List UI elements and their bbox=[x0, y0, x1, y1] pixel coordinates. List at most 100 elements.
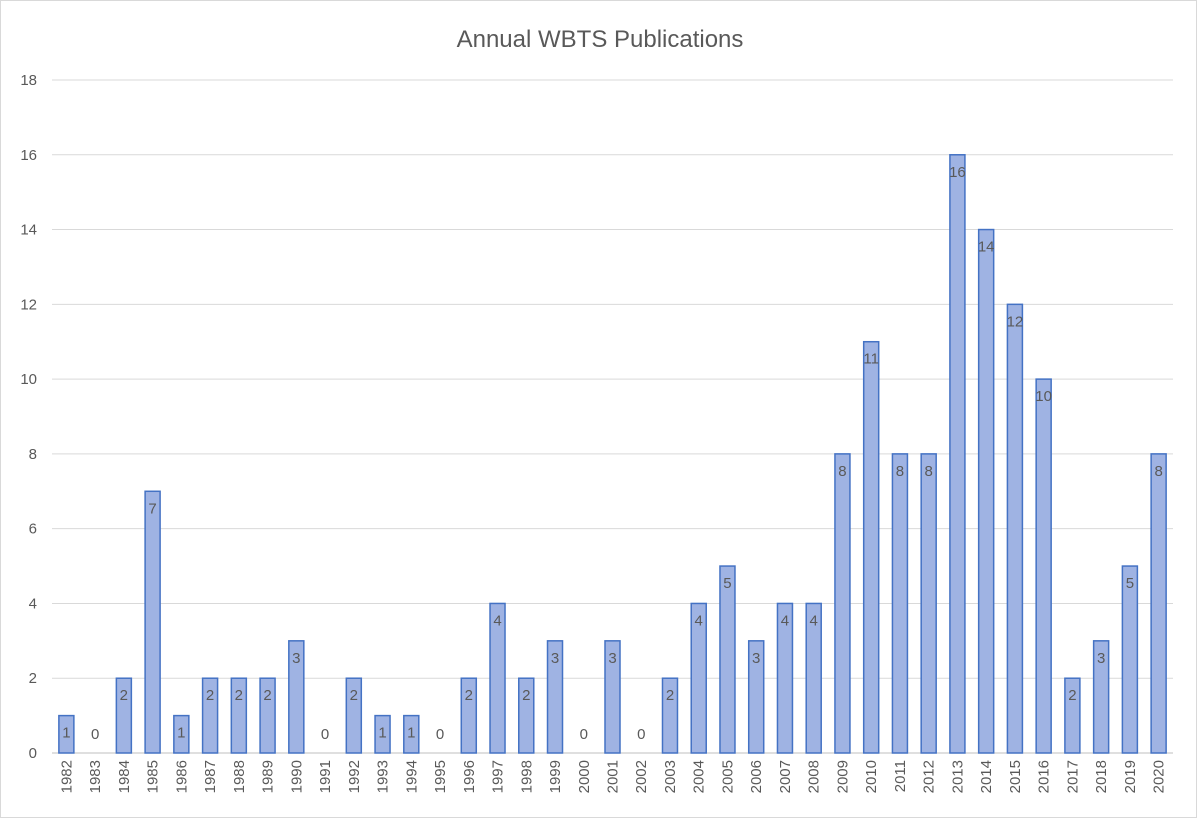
x-tick-label: 1993 bbox=[375, 760, 392, 793]
bar bbox=[920, 453, 937, 754]
bar bbox=[546, 640, 564, 754]
x-tick-label: 1994 bbox=[403, 760, 420, 793]
x-tick-label: 2014 bbox=[978, 760, 995, 793]
data-label: 2 bbox=[235, 687, 243, 704]
data-label: 3 bbox=[551, 650, 559, 667]
data-label: 3 bbox=[1097, 650, 1105, 667]
bar bbox=[518, 677, 535, 754]
bar bbox=[862, 340, 880, 754]
bar bbox=[949, 154, 966, 754]
bar bbox=[690, 602, 707, 754]
x-tick-label: 1985 bbox=[145, 760, 162, 793]
data-label: 7 bbox=[148, 500, 156, 517]
x-tick-label: 2002 bbox=[633, 760, 650, 793]
x-tick-label: 1984 bbox=[116, 760, 133, 793]
data-label: 2 bbox=[120, 687, 128, 704]
bar bbox=[345, 677, 363, 754]
bar bbox=[259, 677, 276, 754]
data-label: 0 bbox=[91, 726, 99, 743]
bar bbox=[288, 640, 305, 754]
data-label: 2 bbox=[522, 687, 530, 704]
y-tick-label: 2 bbox=[29, 670, 37, 687]
data-label: 0 bbox=[637, 726, 645, 743]
data-label: 2 bbox=[465, 687, 473, 704]
x-tick-label: 1997 bbox=[490, 760, 507, 793]
bar bbox=[1006, 303, 1024, 754]
bars bbox=[58, 154, 1167, 754]
data-label: 14 bbox=[978, 239, 995, 256]
data-label: 0 bbox=[321, 726, 329, 743]
bar bbox=[1092, 640, 1110, 754]
y-tick-label: 12 bbox=[20, 296, 37, 313]
bar bbox=[230, 677, 248, 754]
x-tick-label: 1982 bbox=[58, 760, 75, 793]
bar bbox=[489, 602, 506, 754]
x-tick-label: 1990 bbox=[288, 760, 305, 793]
y-tick-label: 10 bbox=[20, 371, 37, 388]
data-label: 0 bbox=[436, 726, 444, 743]
bar bbox=[1064, 677, 1081, 754]
data-label: 2 bbox=[263, 687, 271, 704]
x-tick-label: 1999 bbox=[547, 760, 564, 793]
x-tick-label: 1992 bbox=[346, 760, 363, 793]
data-label: 5 bbox=[723, 575, 731, 592]
y-tick-label: 0 bbox=[29, 745, 37, 762]
data-label: 2 bbox=[1068, 687, 1076, 704]
bar bbox=[201, 677, 219, 754]
data-label: 11 bbox=[863, 351, 879, 368]
data-label: 1 bbox=[62, 725, 70, 742]
x-tick-label: 1995 bbox=[432, 760, 449, 793]
bar bbox=[1121, 565, 1139, 754]
bar bbox=[115, 677, 133, 754]
x-tick-label: 1989 bbox=[260, 760, 277, 793]
bar bbox=[144, 490, 161, 754]
x-tick-label: 1991 bbox=[317, 760, 334, 793]
x-tick-label: 2011 bbox=[892, 760, 909, 792]
x-tick-label: 1996 bbox=[461, 760, 478, 793]
data-label: 1 bbox=[378, 725, 386, 742]
bar bbox=[891, 453, 909, 754]
data-label: 5 bbox=[1126, 575, 1134, 592]
bar bbox=[460, 677, 478, 754]
x-tick-label: 2003 bbox=[662, 760, 679, 793]
x-tick-label: 2009 bbox=[834, 760, 851, 793]
bar bbox=[604, 640, 621, 754]
bar bbox=[747, 640, 765, 754]
x-axis-ticks: 1982 1983 1984 1985 1986 1987 1988 1989 1990 1991… bbox=[58, 760, 1167, 793]
x-tick-label: 2017 bbox=[1064, 760, 1081, 793]
bar bbox=[403, 714, 420, 754]
bar bbox=[977, 228, 995, 754]
x-tick-label: 2012 bbox=[921, 760, 938, 793]
data-label: 10 bbox=[1035, 388, 1052, 405]
x-tick-label: 2004 bbox=[691, 760, 708, 793]
x-tick-label: 2001 bbox=[605, 760, 622, 793]
bar bbox=[805, 602, 822, 754]
data-label: 1 bbox=[177, 725, 185, 742]
bar bbox=[1150, 453, 1167, 754]
data-label: 8 bbox=[896, 463, 904, 480]
data-label: 8 bbox=[838, 463, 846, 480]
bar bbox=[1035, 378, 1052, 754]
x-tick-label: 2015 bbox=[1007, 760, 1024, 793]
x-tick-label: 2016 bbox=[1036, 760, 1053, 793]
x-tick-label: 2005 bbox=[719, 760, 736, 793]
x-tick-label: 1983 bbox=[87, 760, 104, 793]
bar bbox=[719, 565, 736, 754]
x-tick-label: 1986 bbox=[173, 760, 190, 793]
x-tick-label: 1987 bbox=[202, 760, 219, 793]
x-tick-label: 2020 bbox=[1151, 760, 1168, 793]
y-tick-label: 16 bbox=[20, 147, 37, 164]
x-tick-label: 2000 bbox=[576, 760, 593, 793]
data-label: 2 bbox=[666, 687, 674, 704]
y-tick-label: 14 bbox=[20, 222, 37, 239]
bar bbox=[834, 453, 851, 754]
data-label: 12 bbox=[1007, 313, 1024, 330]
data-label: 2 bbox=[350, 687, 358, 704]
data-label: 0 bbox=[580, 726, 588, 743]
data-label: 3 bbox=[752, 650, 760, 667]
data-label: 3 bbox=[292, 650, 300, 667]
data-label: 8 bbox=[925, 463, 933, 480]
x-tick-label: 2008 bbox=[806, 760, 823, 793]
x-tick-label: 2013 bbox=[949, 760, 966, 793]
